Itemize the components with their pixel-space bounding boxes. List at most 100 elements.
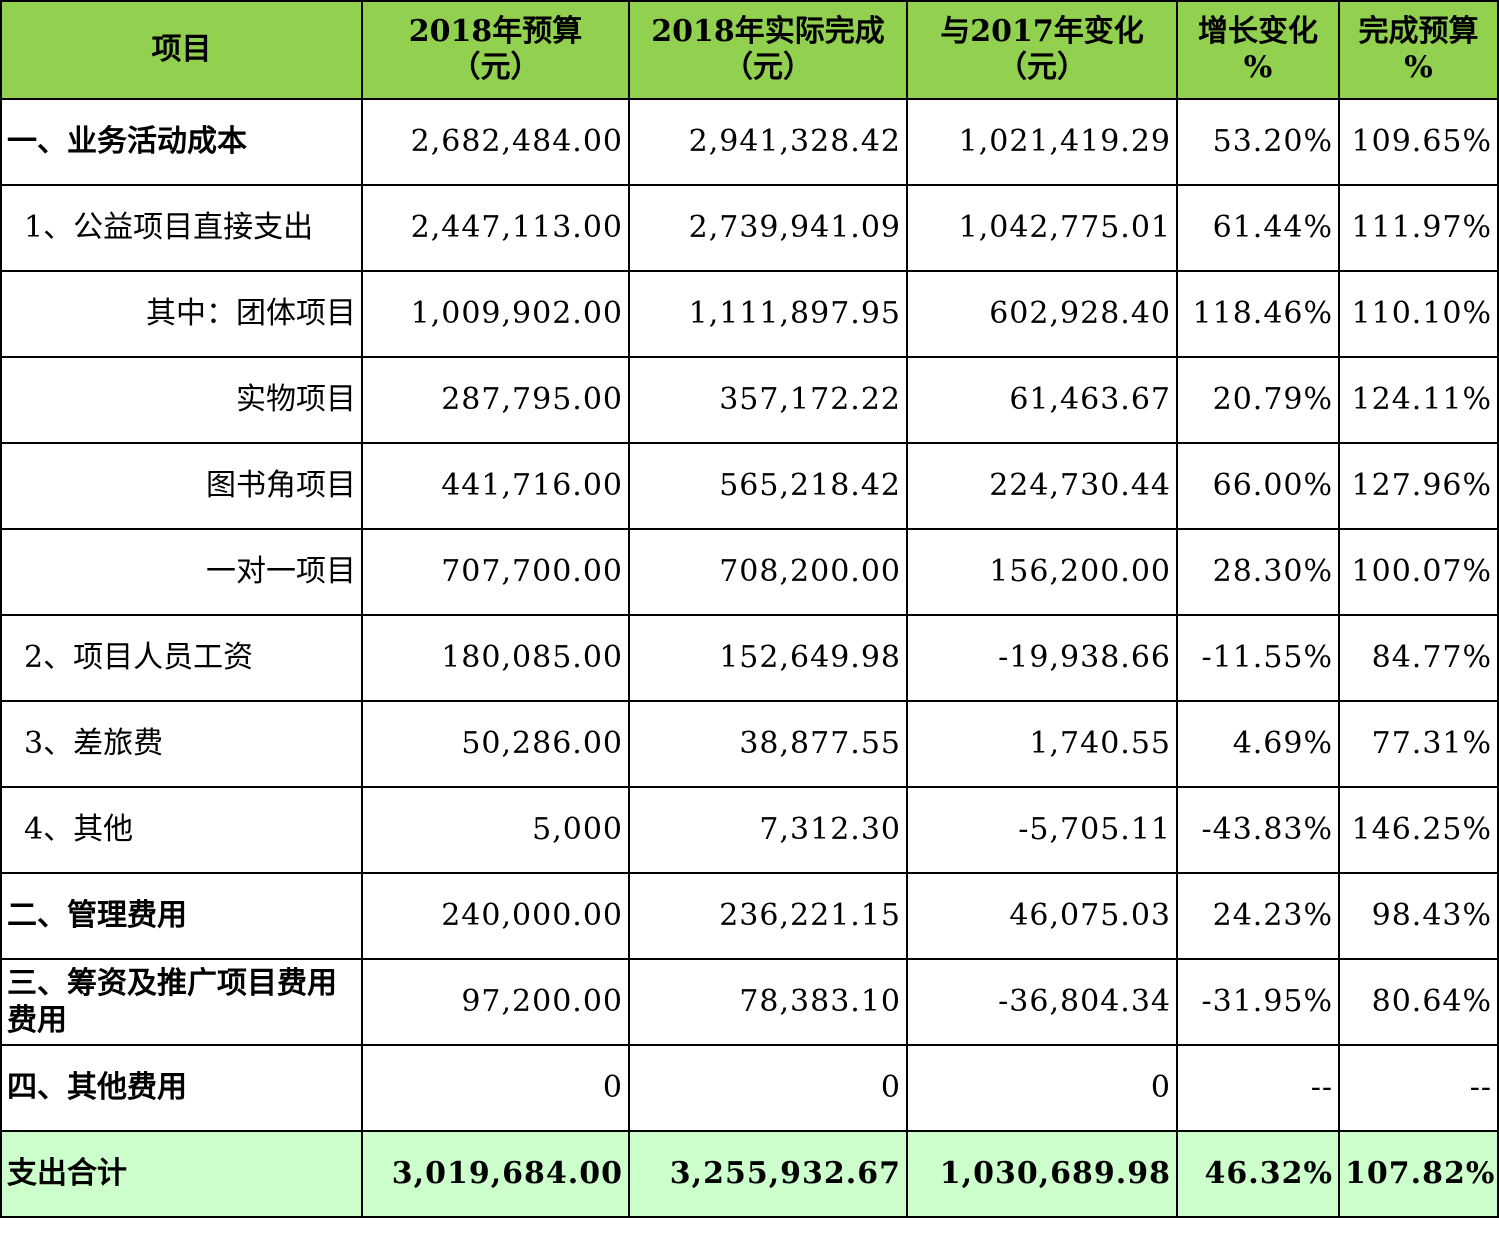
cell-growth: -11.55% <box>1176 614 1340 702</box>
header-growth-unit: % <box>1243 50 1273 85</box>
cell-completion: 111.97% <box>1338 184 1499 272</box>
cell-growth: 66.00% <box>1176 442 1340 530</box>
total-completion: 107.82% <box>1338 1130 1499 1218</box>
row-label: 图书角项目 <box>0 442 363 530</box>
cell-actual: 2,739,941.09 <box>628 184 908 272</box>
cell-growth: 118.46% <box>1176 270 1340 358</box>
cell-budget: 0 <box>361 1044 630 1132</box>
table-row: 四、其他费用 0 0 0 -- -- <box>0 1044 1499 1132</box>
cell-completion: 110.10% <box>1338 270 1499 358</box>
cell-actual: 0 <box>628 1044 908 1132</box>
table-row: 二、管理费用 240,000.00 236,221.15 46,075.03 2… <box>0 872 1499 960</box>
total-actual: 3,255,932.67 <box>628 1130 908 1218</box>
cell-completion: 77.31% <box>1338 700 1499 788</box>
cell-growth: 61.44% <box>1176 184 1340 272</box>
cell-actual: 7,312.30 <box>628 786 908 874</box>
cell-growth: 53.20% <box>1176 98 1340 186</box>
table-row: 一对一项目 707,700.00 708,200.00 156,200.00 2… <box>0 528 1499 616</box>
total-label: 支出合计 <box>0 1130 363 1218</box>
header-actual-unit: （元） <box>723 50 813 85</box>
cell-actual: 78,383.10 <box>628 958 908 1046</box>
row-label: 三、筹资及推广项目费用费用 <box>0 958 363 1046</box>
header-completion: 完成预算 % <box>1338 0 1499 100</box>
cell-actual: 236,221.15 <box>628 872 908 960</box>
table-row: 4、其他 5,000 7,312.30 -5,705.11 -43.83% 14… <box>0 786 1499 874</box>
cell-completion: 127.96% <box>1338 442 1499 530</box>
cell-budget: 1,009,902.00 <box>361 270 630 358</box>
table-row: 其中：团体项目 1,009,902.00 1,111,897.95 602,92… <box>0 270 1499 358</box>
header-completion-title: 完成预算 <box>1358 14 1479 49</box>
cell-growth: 24.23% <box>1176 872 1340 960</box>
header-budget-unit: （元） <box>450 50 541 85</box>
cell-actual: 1,111,897.95 <box>628 270 908 358</box>
cell-growth: 28.30% <box>1176 528 1340 616</box>
total-growth: 46.32% <box>1176 1130 1340 1218</box>
header-completion-unit: % <box>1404 50 1433 85</box>
table-row: 2、项目人员工资 180,085.00 152,649.98 -19,938.6… <box>0 614 1499 702</box>
cell-budget: 441,716.00 <box>361 442 630 530</box>
header-change-unit: （元） <box>997 50 1087 85</box>
cell-actual: 565,218.42 <box>628 442 908 530</box>
cell-change: 156,200.00 <box>906 528 1178 616</box>
row-label: 一对一项目 <box>0 528 363 616</box>
total-budget: 3,019,684.00 <box>361 1130 630 1218</box>
cell-growth: -31.95% <box>1176 958 1340 1046</box>
header-item: 项目 <box>0 0 363 100</box>
table-row: 一、业务活动成本 2,682,484.00 2,941,328.42 1,021… <box>0 98 1499 186</box>
table-row: 图书角项目 441,716.00 565,218.42 224,730.44 6… <box>0 442 1499 530</box>
header-budget-title: 2018年预算 <box>408 14 583 49</box>
header-actual: 2018年实际完成 （元） <box>628 0 908 100</box>
table-row: 1、公益项目直接支出 2,447,113.00 2,739,941.09 1,0… <box>0 184 1499 272</box>
cell-budget: 97,200.00 <box>361 958 630 1046</box>
cell-change: 61,463.67 <box>906 356 1178 444</box>
cell-growth: -43.83% <box>1176 786 1340 874</box>
total-row: 支出合计 3,019,684.00 3,255,932.67 1,030,689… <box>0 1130 1499 1218</box>
cell-change: 1,740.55 <box>906 700 1178 788</box>
cell-actual: 38,877.55 <box>628 700 908 788</box>
cell-change: -19,938.66 <box>906 614 1178 702</box>
row-label: 二、管理费用 <box>0 872 363 960</box>
cell-actual: 357,172.22 <box>628 356 908 444</box>
cell-completion: 98.43% <box>1338 872 1499 960</box>
cell-budget: 2,447,113.00 <box>361 184 630 272</box>
cell-change: 602,928.40 <box>906 270 1178 358</box>
row-label: 一、业务活动成本 <box>0 98 363 186</box>
row-label: 2、项目人员工资 <box>0 614 363 702</box>
cell-budget: 5,000 <box>361 786 630 874</box>
cell-change: 224,730.44 <box>906 442 1178 530</box>
cell-completion: -- <box>1338 1044 1499 1132</box>
expense-table: 项目 2018年预算 （元） 2018年实际完成 （元） 与2017年变化 （元… <box>0 0 1499 1218</box>
cell-completion: 80.64% <box>1338 958 1499 1046</box>
row-label: 其中：团体项目 <box>0 270 363 358</box>
table-row: 3、差旅费 50,286.00 38,877.55 1,740.55 4.69%… <box>0 700 1499 788</box>
cell-budget: 50,286.00 <box>361 700 630 788</box>
cell-completion: 146.25% <box>1338 786 1499 874</box>
header-budget: 2018年预算 （元） <box>361 0 630 100</box>
cell-growth: 4.69% <box>1176 700 1340 788</box>
cell-actual: 708,200.00 <box>628 528 908 616</box>
cell-growth: -- <box>1176 1044 1340 1132</box>
header-row: 项目 2018年预算 （元） 2018年实际完成 （元） 与2017年变化 （元… <box>0 0 1499 100</box>
header-actual-title: 2018年实际完成 <box>651 14 885 49</box>
cell-change: -36,804.34 <box>906 958 1178 1046</box>
cell-change: 46,075.03 <box>906 872 1178 960</box>
total-change: 1,030,689.98 <box>906 1130 1178 1218</box>
header-growth-title: 增长变化 <box>1198 14 1318 49</box>
header-change: 与2017年变化 （元） <box>906 0 1178 100</box>
header-change-title: 与2017年变化 <box>940 14 1144 49</box>
header-growth: 增长变化 % <box>1176 0 1340 100</box>
cell-change: 1,021,419.29 <box>906 98 1178 186</box>
cell-completion: 124.11% <box>1338 356 1499 444</box>
cell-completion: 109.65% <box>1338 98 1499 186</box>
cell-budget: 2,682,484.00 <box>361 98 630 186</box>
cell-change: 0 <box>906 1044 1178 1132</box>
cell-actual: 2,941,328.42 <box>628 98 908 186</box>
cell-completion: 100.07% <box>1338 528 1499 616</box>
cell-budget: 240,000.00 <box>361 872 630 960</box>
row-label: 实物项目 <box>0 356 363 444</box>
cell-budget: 180,085.00 <box>361 614 630 702</box>
table-row: 三、筹资及推广项目费用费用 97,200.00 78,383.10 -36,80… <box>0 958 1499 1046</box>
cell-change: 1,042,775.01 <box>906 184 1178 272</box>
row-label: 四、其他费用 <box>0 1044 363 1132</box>
cell-growth: 20.79% <box>1176 356 1340 444</box>
